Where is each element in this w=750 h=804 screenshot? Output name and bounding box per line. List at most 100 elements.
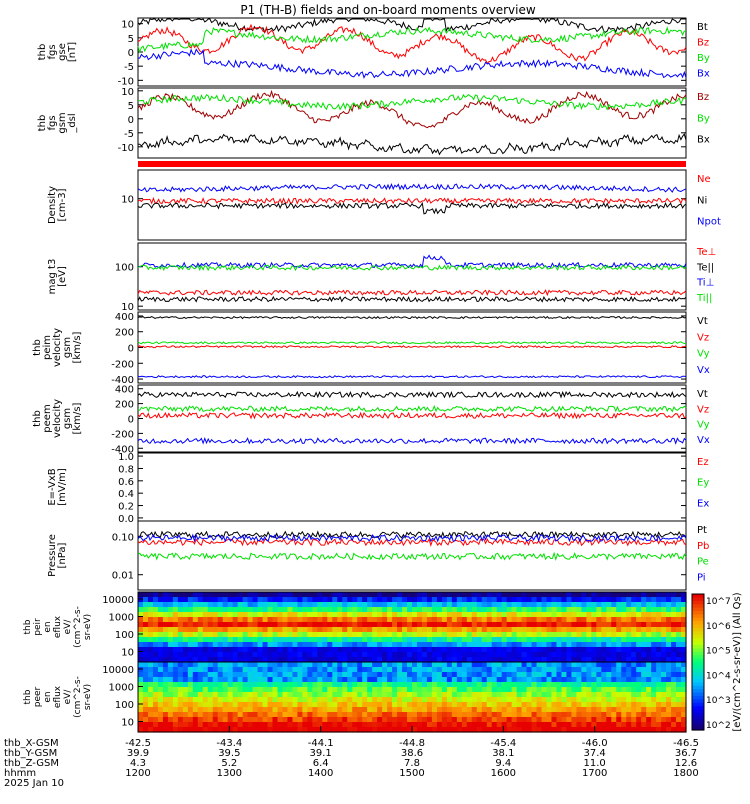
spectrogram-cell [197, 687, 204, 693]
spectrogram-cell [536, 612, 543, 618]
spectrogram-cell [147, 697, 154, 703]
spectrogram-cell [212, 612, 219, 618]
spectrogram-cell [307, 667, 313, 673]
spectrogram-cell [237, 667, 244, 673]
spectrogram-cell [167, 677, 174, 683]
spectrogram-cell [387, 662, 393, 668]
spectrogram-cell [142, 727, 149, 733]
spectrogram-cell [586, 597, 592, 603]
spectrogram-cell [616, 697, 622, 703]
spectrogram-cell [157, 617, 164, 623]
spectrogram-cell [342, 672, 348, 678]
spectrogram-cell [387, 682, 393, 688]
spectrogram-cell [566, 662, 573, 668]
spectrogram-cell [646, 712, 652, 718]
spectrogram-cell [506, 607, 513, 613]
spectrogram-cell [392, 642, 398, 648]
spectrogram-cell [152, 667, 159, 673]
spectrogram-cell [466, 702, 473, 708]
spectrogram-cell [426, 612, 433, 618]
spectrogram-cell [237, 652, 244, 658]
spectrogram-cell [496, 702, 503, 708]
spectrogram-cell [616, 667, 622, 673]
y-axis-label: thb [23, 619, 33, 634]
spectrogram-cell [516, 692, 523, 698]
spectrogram-cell [466, 712, 473, 718]
spectrogram-cell [636, 712, 642, 718]
x-tick-label: -46.0 [582, 738, 608, 749]
spectrogram-cell [317, 672, 323, 678]
spectrogram-cell [212, 622, 219, 628]
spectrogram-cell [317, 597, 323, 603]
spectrogram-cell [636, 672, 642, 678]
spectrogram-cell [561, 612, 568, 618]
spectrogram-cell [407, 657, 413, 663]
spectrogram-cell [466, 617, 473, 623]
spectrogram-cell [327, 637, 333, 643]
spectrogram-cell [202, 667, 209, 673]
spectrogram-cell [412, 697, 418, 703]
spectrogram-cell [297, 612, 303, 618]
spectrogram-cell [412, 687, 418, 693]
x-tick-label: -44.1 [308, 738, 334, 749]
spectrogram-cell [656, 612, 662, 618]
spectrogram-cell [332, 592, 338, 598]
spectrogram-cell [446, 607, 453, 613]
spectrogram-cell [611, 717, 617, 723]
spectrogram-cell [182, 712, 189, 718]
spectrogram-cell [586, 632, 592, 638]
spectrogram-cell [626, 717, 632, 723]
spectrogram-cell [666, 722, 672, 728]
spectrogram-cell [197, 602, 204, 608]
spectrogram-cell [586, 657, 592, 663]
y-tick-label: 1000 [109, 613, 134, 624]
spectrogram-cell [172, 612, 179, 618]
spectrogram-cell [402, 637, 408, 643]
spectrogram-cell [621, 637, 627, 643]
spectrogram-cell [611, 612, 617, 618]
spectrogram-cell [262, 662, 269, 668]
spectrogram-cell [526, 627, 533, 633]
spectrogram-cell [252, 617, 259, 623]
series-line-By [137, 26, 686, 54]
spectrogram-cell [631, 607, 637, 613]
spectrogram-cell [187, 687, 194, 693]
spectrogram-cell [182, 592, 189, 598]
spectrogram-cell [506, 707, 513, 713]
spectrogram-cell [516, 652, 523, 658]
spectrogram-cell [297, 647, 303, 653]
spectrogram-cell [332, 617, 338, 623]
x-tick-label: 37.4 [584, 748, 606, 759]
spectrogram-cell [451, 652, 458, 658]
spectrogram-cell [666, 687, 672, 693]
spectrogram-cell [451, 667, 458, 673]
colorbar-swatch [692, 628, 704, 632]
spectrogram-cell [556, 617, 563, 623]
spectrogram-cell [322, 687, 328, 693]
spectrogram-cell [142, 592, 149, 598]
spectrogram-cell [606, 637, 612, 643]
spectrogram-cell [586, 717, 592, 723]
legend-entry: Vy [697, 349, 710, 360]
colorbar-tick-label: 10^5 [706, 647, 731, 657]
spectrogram-cell [416, 612, 423, 618]
spectrogram-cell [571, 647, 577, 653]
spectrogram-cell [307, 712, 313, 718]
spectrogram-cell [436, 682, 443, 688]
spectrogram-cell [426, 597, 433, 603]
spectrogram-cell [491, 597, 498, 603]
spectrogram-cell [426, 662, 433, 668]
spectrogram-cell [651, 592, 657, 598]
spectrogram-cell [546, 602, 553, 608]
spectrogram-cell [521, 592, 528, 598]
spectrogram-cell [242, 692, 249, 698]
spectrogram-cell [656, 592, 662, 598]
spectrogram-cell [347, 642, 353, 648]
spectrogram-cell [337, 592, 343, 598]
spectrogram-cell [466, 687, 473, 693]
spectrogram-cell [566, 727, 573, 733]
spectrogram-cell [521, 637, 528, 643]
spectrogram-cell [207, 677, 214, 683]
spectrogram-cell [431, 687, 438, 693]
spectrogram-cell [362, 687, 368, 693]
